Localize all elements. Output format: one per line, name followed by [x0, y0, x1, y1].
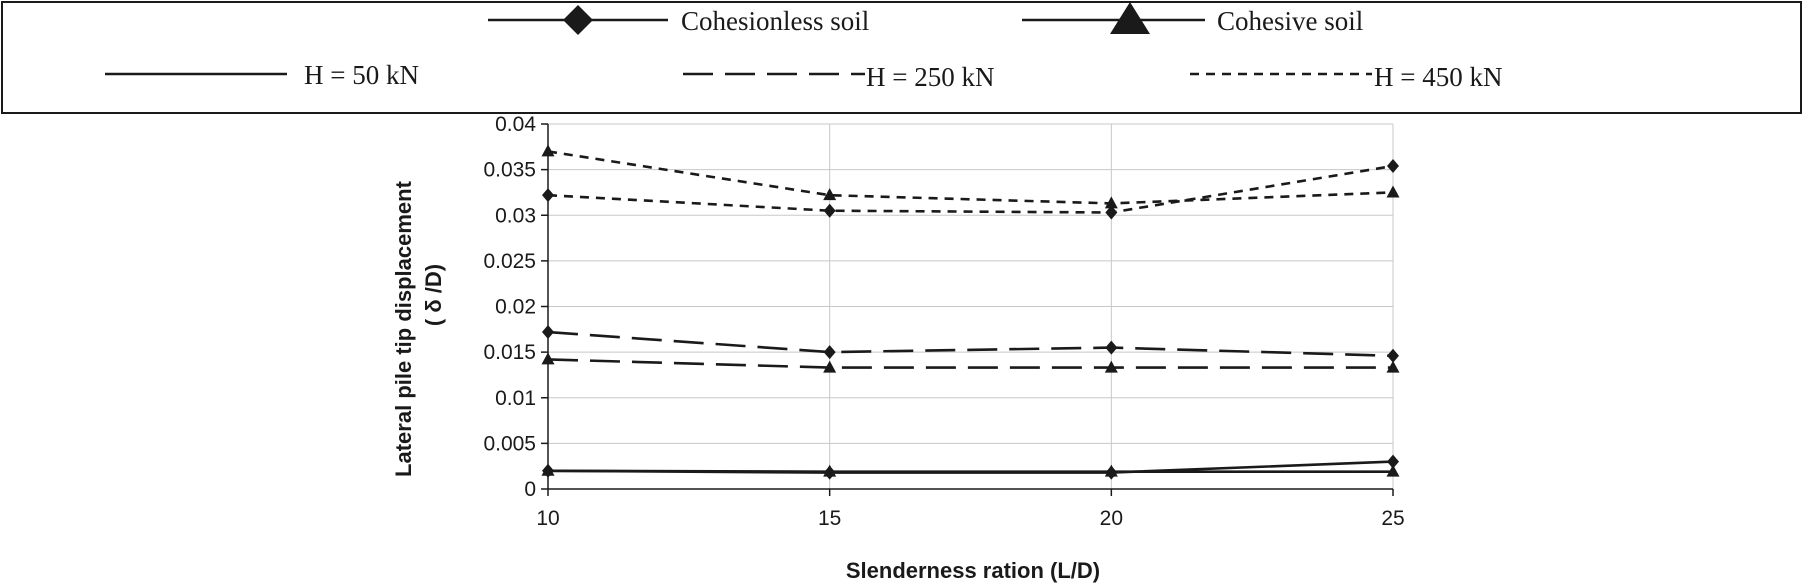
data-point-triangle — [541, 463, 555, 476]
data-point-diamond — [542, 188, 554, 203]
legend-label-h-450: H = 450 kN — [1374, 62, 1502, 92]
data-point-triangle — [1104, 464, 1118, 477]
data-point-triangle — [1104, 360, 1118, 373]
data-point-diamond — [1105, 340, 1118, 355]
data-point-diamond — [1387, 348, 1399, 363]
series-0 — [542, 454, 1399, 480]
series-line — [547, 150, 1394, 205]
data-point-diamond — [542, 325, 554, 340]
data-point-triangle — [823, 464, 837, 477]
legend-item-h-450: H = 450 kN — [1190, 62, 1502, 92]
y-tick-label: 0.035 — [483, 159, 536, 182]
data-point-diamond — [1387, 158, 1399, 173]
legend-box — [1, 1, 1802, 114]
tick-labels: 0 0.005 0.01 0.015 0.02 0.025 0.03 0.035 0.04 10 1… — [483, 113, 1404, 530]
series-4 — [542, 158, 1399, 220]
y-tick-label: 0.02 — [495, 296, 536, 319]
legend-item-cohesive-soil: Cohesive soil — [1022, 2, 1363, 36]
series-line — [547, 358, 1393, 369]
x-tick-label: 15 — [818, 507, 841, 530]
y-tick-label: 0 — [524, 478, 536, 501]
y-tick-label: 0.04 — [495, 113, 536, 136]
x-axis-label: Slenderness ration (L/D) — [846, 558, 1100, 583]
series-group — [541, 144, 1400, 480]
grid — [548, 123, 1394, 489]
series-3 — [541, 352, 1400, 373]
legend-item-cohesionless-soil: Cohesionless soil — [488, 5, 869, 36]
legend-label-h-50: H = 50 kN — [304, 60, 419, 90]
data-point-diamond — [1387, 454, 1399, 469]
data-point-triangle — [1104, 196, 1118, 209]
legend-label-cohesive-soil: Cohesive soil — [1217, 6, 1363, 36]
plot-area: 0 0.005 0.01 0.015 0.02 0.025 0.03 0.035 0.04 10 1… — [483, 113, 1404, 530]
y-tick-label: 0.005 — [483, 432, 536, 455]
y-axis-label: Lateral pile tip displacement — [391, 180, 416, 477]
y-tick-label: 0.03 — [495, 204, 536, 227]
legend-item-h-250: H = 250 kN — [683, 62, 994, 92]
data-point-diamond — [823, 345, 836, 360]
y-tick-label: 0.01 — [495, 387, 536, 410]
data-point-triangle — [1386, 360, 1400, 373]
data-point-triangle — [823, 360, 837, 373]
series-line — [547, 469, 1393, 474]
legend-item-h-50: H = 50 kN — [105, 60, 419, 90]
legend-label-cohesionless-soil: Cohesionless soil — [681, 6, 869, 36]
data-point-triangle — [541, 144, 555, 157]
x-tick-label: 20 — [1100, 507, 1123, 530]
data-point-triangle — [1386, 185, 1400, 198]
triangle-marker-icon — [1110, 2, 1150, 34]
data-point-diamond — [1105, 205, 1118, 220]
legend: Cohesionless soil Cohesive soil H = 50 k… — [1, 1, 1802, 114]
diamond-marker-icon — [563, 5, 593, 35]
data-point-diamond — [823, 203, 836, 218]
series-5 — [541, 144, 1400, 209]
data-point-triangle — [1386, 464, 1400, 477]
data-point-triangle — [541, 352, 555, 365]
series-1 — [541, 463, 1400, 477]
y-axis-label-unit: ( δ /D) — [421, 264, 446, 326]
axes — [541, 123, 1394, 496]
y-tick-label: 0.025 — [483, 250, 536, 273]
legend-label-h-250: H = 250 kN — [866, 62, 994, 92]
series-line — [547, 164, 1394, 214]
series-2 — [542, 325, 1399, 363]
x-tick-label: 25 — [1381, 507, 1404, 530]
series-line — [547, 330, 1394, 358]
x-tick-label: 10 — [536, 507, 559, 530]
y-tick-label: 0.015 — [483, 341, 536, 364]
data-point-triangle — [823, 188, 837, 201]
